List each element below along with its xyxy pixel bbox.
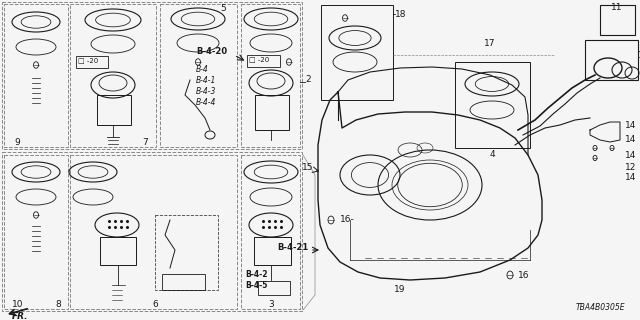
Text: 9: 9 xyxy=(14,138,20,147)
Bar xyxy=(2,2,302,149)
Bar xyxy=(70,4,156,147)
Text: 6: 6 xyxy=(152,300,158,309)
Bar xyxy=(70,155,237,309)
Text: 5: 5 xyxy=(220,4,226,13)
Bar xyxy=(76,56,108,68)
Bar xyxy=(4,155,68,309)
Bar xyxy=(258,281,290,295)
Text: B-4-1: B-4-1 xyxy=(196,76,216,85)
Bar xyxy=(2,152,302,311)
Bar xyxy=(247,55,280,67)
Bar xyxy=(155,215,218,290)
Text: B-4-3: B-4-3 xyxy=(196,87,216,96)
Text: FR.: FR. xyxy=(12,312,29,320)
Text: B-4: B-4 xyxy=(196,65,209,74)
Text: 19: 19 xyxy=(394,285,406,294)
Text: 14: 14 xyxy=(625,150,636,159)
Text: 13: 13 xyxy=(638,51,640,60)
Text: B-4-2: B-4-2 xyxy=(245,270,268,279)
Text: B-4-5: B-4-5 xyxy=(245,281,268,290)
Text: 15: 15 xyxy=(301,164,313,172)
Text: B-4-21: B-4-21 xyxy=(276,244,308,252)
Bar xyxy=(241,4,300,147)
Text: 16-: 16- xyxy=(340,215,355,225)
Bar xyxy=(162,274,205,290)
Bar xyxy=(321,5,393,100)
Bar xyxy=(241,155,300,309)
Text: 7: 7 xyxy=(142,138,148,147)
Text: 4: 4 xyxy=(489,150,495,159)
Bar xyxy=(4,4,68,147)
Text: B-4-20: B-4-20 xyxy=(196,46,227,55)
Bar xyxy=(255,95,289,130)
Text: 10: 10 xyxy=(12,300,24,309)
Text: 11: 11 xyxy=(611,3,623,12)
Bar xyxy=(585,40,638,80)
Bar xyxy=(455,62,530,148)
Text: 17: 17 xyxy=(484,39,496,48)
Text: 18: 18 xyxy=(395,10,406,19)
Text: 12: 12 xyxy=(625,164,636,172)
Text: B-4-4: B-4-4 xyxy=(196,98,216,107)
Bar xyxy=(600,5,635,35)
Text: □ -20: □ -20 xyxy=(249,56,269,62)
Bar xyxy=(254,237,291,265)
Bar xyxy=(100,237,136,265)
Text: 14: 14 xyxy=(625,121,636,130)
Text: 8: 8 xyxy=(55,300,61,309)
Text: 2: 2 xyxy=(305,76,310,84)
Text: □ -20: □ -20 xyxy=(78,57,99,63)
Bar xyxy=(160,4,237,147)
Bar xyxy=(97,95,131,125)
Text: 3: 3 xyxy=(268,300,274,309)
Text: TBA4B0305E: TBA4B0305E xyxy=(575,303,625,312)
Text: 14: 14 xyxy=(625,173,636,182)
Text: 14: 14 xyxy=(625,135,636,145)
Text: 16: 16 xyxy=(518,270,529,279)
